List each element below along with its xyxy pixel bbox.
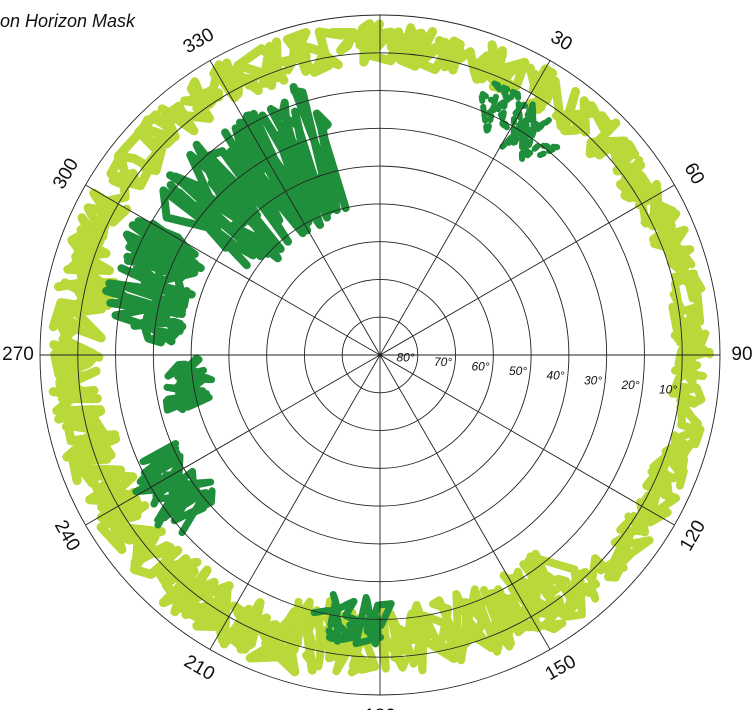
spoke (379, 354, 675, 526)
r-tick-label: 30° (584, 373, 602, 387)
spoke (85, 184, 381, 356)
r-tick-label: 80° (397, 350, 415, 364)
r-tick-label: 60° (471, 360, 489, 374)
spoke (379, 354, 551, 650)
scribble (159, 83, 350, 270)
theta-tick-label: 60 (680, 159, 709, 188)
theta-tick-label: 180 (364, 706, 396, 710)
mask-scribbles (48, 19, 714, 677)
scribble (478, 80, 561, 165)
theta-tick-label: 0 (375, 0, 386, 3)
theta-tick-label: 240 (50, 517, 84, 555)
scribble (102, 217, 205, 347)
scribble (54, 19, 659, 292)
scribble (132, 440, 216, 537)
scribble (310, 591, 395, 648)
r-tick-label: 70° (434, 355, 452, 369)
spoke (209, 354, 381, 650)
theta-tick-label: 90 (731, 344, 752, 365)
scribble (162, 354, 216, 414)
r-tick-label: 20° (620, 378, 639, 392)
scribble (261, 549, 580, 677)
theta-tick-label: 120 (676, 517, 710, 555)
theta-tick-label: 270 (2, 344, 34, 365)
chart-title: on Horizon Mask (0, 11, 136, 31)
spoke (379, 184, 675, 356)
spoke (85, 354, 381, 526)
theta-tick-label: 330 (180, 24, 218, 58)
theta-tick-label: 210 (180, 651, 218, 685)
spoke (379, 60, 551, 356)
theta-tick-label: 30 (547, 27, 576, 56)
r-tick-label: 10° (659, 383, 677, 397)
theta-tick-label: 300 (49, 155, 83, 193)
r-tick-label: 50° (509, 364, 527, 378)
scribble (521, 156, 714, 634)
theta-tick-label: 150 (542, 651, 580, 685)
spoke (209, 60, 381, 356)
r-tick-label: 40° (546, 369, 564, 383)
